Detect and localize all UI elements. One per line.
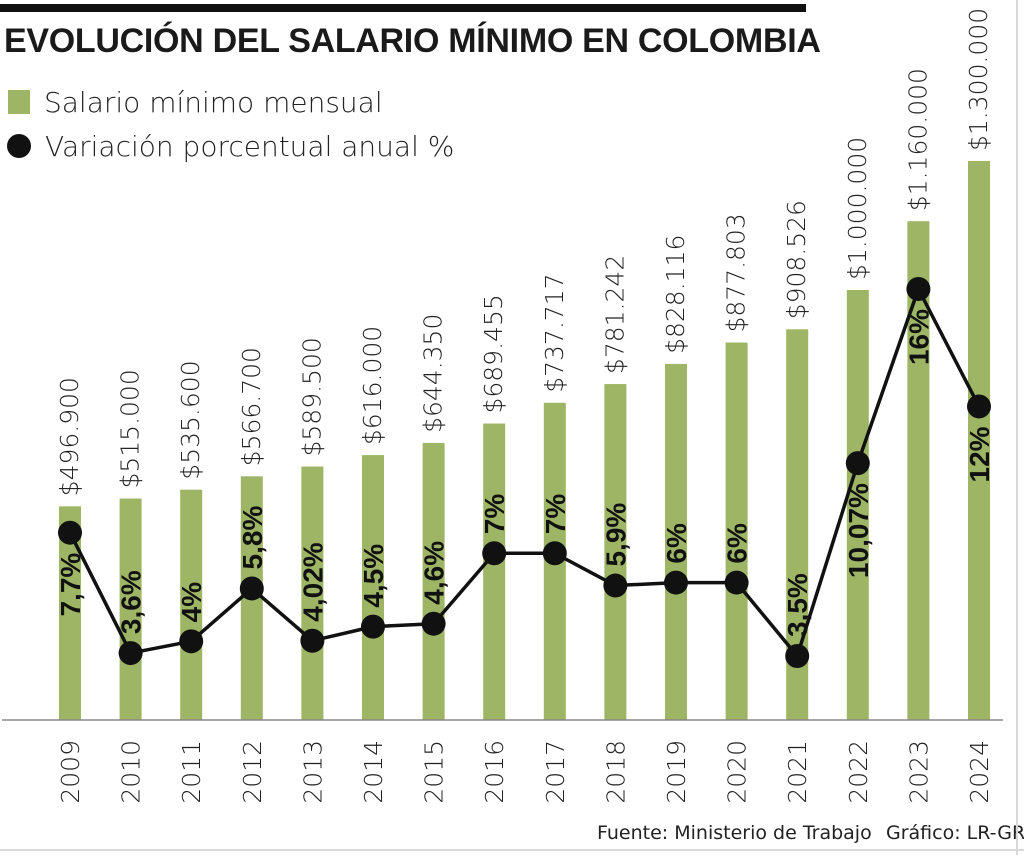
line-point-2010 <box>118 641 143 666</box>
bar-value-label-2013: $589.500 <box>297 337 326 456</box>
bar-value-label-2010: $515.000 <box>116 369 145 488</box>
line-value-label-2014: 4,5% <box>358 544 389 608</box>
bar-2024 <box>968 161 990 720</box>
x-tick-label-2020: 2020 <box>723 740 752 804</box>
frame-right-border <box>1016 0 1018 855</box>
bar-2014 <box>362 455 384 720</box>
bar-2020 <box>725 342 748 720</box>
bar-2011 <box>180 489 203 720</box>
bar-value-label-2011: $535.600 <box>176 360 205 479</box>
line-point-2016 <box>482 541 507 566</box>
line-value-label-2009: 7,7% <box>55 553 86 617</box>
line-value-label-2022: 10,07% <box>843 483 874 578</box>
bar-2013 <box>301 466 324 720</box>
bar-2021 <box>786 329 809 720</box>
bar-value-label-2012: $566.700 <box>237 347 266 466</box>
bar-2015 <box>422 442 445 720</box>
x-tick-label-2024: 2024 <box>965 740 994 804</box>
line-value-label-2012: 5,8% <box>237 506 268 570</box>
bar-value-label-2020: $877.803 <box>722 213 751 332</box>
x-tick-label-2021: 2021 <box>783 740 812 804</box>
line-value-label-2020: 6% <box>722 523 753 564</box>
line-point-2017 <box>542 541 567 566</box>
x-tick-label-2013: 2013 <box>298 740 327 804</box>
line-point-2022 <box>845 451 870 476</box>
bar-value-label-2016: $689.455 <box>479 294 508 413</box>
bar-2009 <box>59 506 81 720</box>
bar-2019 <box>665 363 687 720</box>
legend-item-bars: Salario mínimo mensual <box>4 80 454 124</box>
line-value-label-2018: 5,9% <box>600 503 631 567</box>
bar-2022 <box>846 290 869 720</box>
x-tick-label-2016: 2016 <box>480 740 509 804</box>
bar-value-label-2009: $496.900 <box>55 377 84 496</box>
line-value-label-2021: 3,5% <box>782 573 813 637</box>
bar-2016 <box>483 423 506 720</box>
line-point-2013 <box>300 628 325 653</box>
line-point-2019 <box>664 570 688 595</box>
x-tick-label-2014: 2014 <box>359 740 388 804</box>
legend: Salario mínimo mensual Variación porcent… <box>4 80 454 168</box>
line-point-2014 <box>361 614 385 639</box>
line-value-label-2023: 16% <box>903 309 934 365</box>
legend-bar-swatch-icon <box>8 90 30 114</box>
legend-line-dot-icon <box>7 134 31 158</box>
x-tick-label-2022: 2022 <box>844 740 873 804</box>
source-note: Fuente: Ministerio de Trabajo <box>597 822 872 844</box>
bar-value-label-2022: $1.000.000 <box>843 137 872 280</box>
x-tick-label-2023: 2023 <box>904 740 933 804</box>
bar-value-label-2017: $737.717 <box>540 273 569 392</box>
bar-value-label-2023: $1.160.000 <box>903 68 932 211</box>
line-point-2011 <box>179 629 204 654</box>
legend-bars-label: Salario mínimo mensual <box>44 85 383 119</box>
line-value-label-2013: 4,02% <box>297 542 328 621</box>
x-tick-label-2017: 2017 <box>541 740 570 804</box>
line-value-label-2017: 7% <box>540 494 571 535</box>
line-point-2023 <box>906 277 931 301</box>
frame-bottom-border <box>0 849 1024 851</box>
line-value-label-2016: 7% <box>479 494 510 535</box>
line-value-label-2011: 4% <box>176 582 207 623</box>
x-tick-label-2015: 2015 <box>420 740 449 804</box>
line-value-label-2024: 12% <box>964 426 995 482</box>
line-point-2015 <box>421 611 446 636</box>
x-tick-label-2011: 2011 <box>177 740 206 804</box>
variation-line <box>68 287 981 658</box>
chart-title: EVOLUCIÓN DEL SALARIO MÍNIMO EN COLOMBIA <box>4 22 821 60</box>
bar-value-label-2015: $644.350 <box>419 314 448 433</box>
legend-line-label: Variación porcentual anual % <box>45 129 455 163</box>
x-tick-label-2009: 2009 <box>56 740 85 804</box>
legend-item-line: Variación porcentual anual % <box>4 124 454 168</box>
line-value-label-2010: 3,6% <box>116 570 147 634</box>
line-point-2020 <box>724 570 749 595</box>
bar-2010 <box>119 498 142 720</box>
line-value-label-2015: 4,6% <box>419 541 450 605</box>
bar-2018 <box>604 384 627 720</box>
bar-value-label-2024: $1.300.000 <box>964 8 993 151</box>
line-point-2024 <box>967 394 991 419</box>
bar-2023 <box>907 221 930 720</box>
line-point-2009 <box>58 520 82 545</box>
bar-value-label-2021: $908.526 <box>782 200 811 319</box>
bar-value-label-2014: $616.000 <box>358 326 387 445</box>
x-tick-label-2010: 2010 <box>117 740 146 804</box>
line-point-2012 <box>239 576 264 601</box>
bar-value-label-2018: $781.242 <box>600 255 629 374</box>
x-tick-label-2019: 2019 <box>662 740 691 804</box>
bar-value-label-2019: $828.116 <box>661 235 690 354</box>
top-rule <box>0 4 806 12</box>
line-point-2021 <box>785 644 810 668</box>
x-tick-label-2012: 2012 <box>238 740 267 804</box>
line-value-label-2019: 6% <box>661 523 692 564</box>
line-point-2018 <box>603 573 628 598</box>
x-tick-label-2018: 2018 <box>601 740 630 804</box>
credit-note: Gráfico: LR-GR <box>886 822 1024 844</box>
